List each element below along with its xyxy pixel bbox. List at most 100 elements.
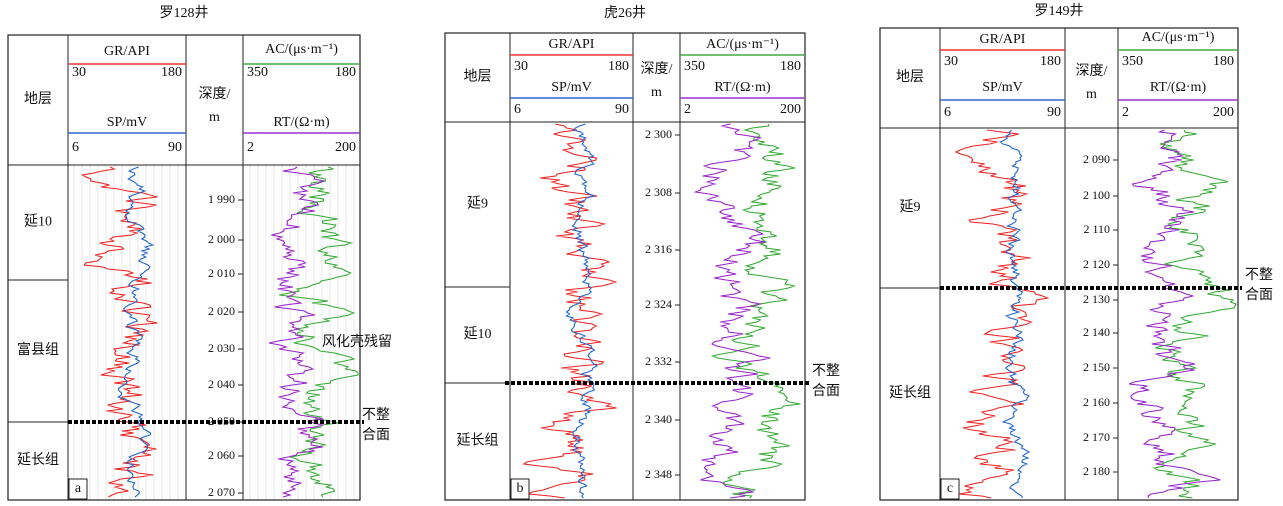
unconformity-label: 不整 (812, 363, 840, 379)
depth-header: 深度/ (199, 86, 231, 102)
log-curve (693, 123, 771, 499)
curve-label: RT/(Ω·m) (273, 115, 330, 130)
depth-tick-label: 2 040 (208, 377, 235, 391)
tag-box (510, 478, 530, 500)
log-curve (268, 166, 326, 498)
scale-max: 180 (608, 59, 629, 74)
scale-min: 2 (1122, 105, 1129, 120)
layer-name: 延长组 (457, 433, 499, 449)
log-curve (710, 123, 801, 499)
depth-tick-label: 2 130 (1083, 292, 1110, 306)
scale-max: 180 (161, 65, 182, 80)
depth-header: m (1086, 87, 1097, 102)
scale-min: 6 (514, 102, 521, 117)
scale-min: 6 (72, 140, 79, 155)
depth-tick-label: 2 090 (1083, 152, 1110, 166)
log-curve (116, 166, 155, 498)
layer-name: 延10 (464, 326, 492, 342)
log-curve (999, 129, 1031, 499)
unconformity-label: 合面 (1245, 287, 1273, 303)
scale-max: 90 (615, 102, 629, 117)
curve-label: GR/API (980, 32, 1026, 47)
depth-header: m (651, 85, 662, 100)
scale-max: 90 (168, 140, 182, 155)
curve-label: AC/(μs·m⁻¹) (1142, 30, 1215, 45)
panel-title: 虎26井 (604, 5, 646, 21)
layer-name: 延长组 (17, 452, 59, 468)
depth-header: 深度/ (1076, 63, 1108, 79)
depth-tick-label: 2 000 (208, 232, 235, 246)
panel-frame (7, 34, 361, 501)
depth-tick-label: 2 340 (645, 412, 672, 426)
layer-name: 富县组 (17, 341, 59, 358)
depth-tick-label: 2 332 (645, 354, 672, 368)
panel-tag: c (947, 481, 953, 496)
depth-tick-label: 2 324 (645, 297, 672, 311)
scale-min: 350 (247, 65, 268, 80)
log-curve (954, 129, 1050, 499)
scale-max: 90 (1047, 105, 1061, 120)
depth-tick-label: 2 150 (1083, 360, 1110, 374)
scale-min: 2 (684, 102, 691, 117)
unconformity-label: 合面 (812, 383, 840, 399)
depth-tick-label: 2 070 (208, 485, 235, 499)
annotation: 风化壳残留 (322, 333, 392, 350)
depth-tick-label: 2 180 (1083, 464, 1110, 478)
scale-max: 180 (1213, 54, 1234, 69)
curve-label: SP/mV (107, 115, 147, 130)
depth-tick-label: 2 348 (645, 467, 672, 481)
scale-min: 2 (247, 140, 254, 155)
panel-title: 罗149井 (1035, 3, 1084, 19)
layer-name: 延9 (467, 196, 488, 212)
curve-label: GR/API (549, 37, 595, 52)
curve-label: AC/(μs·m⁻¹) (265, 42, 338, 57)
scale-max: 180 (780, 59, 801, 74)
stratum-header: 地层 (24, 91, 52, 107)
scale-min: 30 (944, 54, 958, 69)
panel-frame (444, 32, 806, 501)
depth-tick-label: 2 308 (645, 185, 672, 199)
depth-header: 深度/ (641, 61, 673, 77)
scale-max: 200 (780, 102, 801, 117)
depth-tick-label: 2 020 (208, 304, 235, 318)
scale-max: 180 (1040, 54, 1061, 69)
depth-tick-label: 2 110 (1083, 222, 1110, 236)
depth-tick-label: 2 316 (645, 242, 672, 256)
layer-name: 延9 (900, 199, 921, 215)
depth-tick-label: 2 100 (1083, 188, 1110, 202)
curve-label: SP/mV (551, 80, 591, 95)
depth-header: m (209, 110, 220, 125)
scale-min: 30 (514, 59, 528, 74)
curve-label: SP/mV (982, 80, 1022, 95)
log-curve (80, 166, 158, 498)
unconformity-label: 合面 (362, 427, 390, 443)
scale-max: 180 (335, 65, 356, 80)
log-curve (1128, 129, 1221, 499)
layer-name: 延10 (24, 214, 52, 230)
log-curve (1153, 129, 1237, 499)
depth-tick-label: 2 060 (208, 448, 235, 462)
scale-min: 6 (944, 105, 951, 120)
scale-min: 30 (72, 65, 86, 80)
depth-tick-label: 2 140 (1083, 325, 1110, 339)
stratum-header: 地层 (896, 69, 924, 85)
tag-box (68, 478, 88, 500)
curve-label: RT/(Ω·m) (714, 80, 771, 95)
scale-min: 350 (684, 59, 705, 74)
scale-max: 200 (1213, 105, 1234, 120)
depth-tick-label: 2 170 (1083, 430, 1110, 444)
log-curve (522, 123, 618, 499)
panel-title: 罗128井 (160, 5, 209, 21)
unconformity-label: 不整 (362, 407, 390, 423)
curve-label: GR/API (104, 44, 150, 59)
log-curve (565, 123, 599, 499)
depth-tick-label: 2 030 (208, 341, 235, 355)
layer-name: 延长组 (889, 385, 931, 401)
stratum-header: 地层 (464, 69, 492, 85)
curve-label: AC/(μs·m⁻¹) (706, 37, 779, 52)
scale-max: 200 (335, 140, 356, 155)
depth-tick-label: 2 300 (645, 127, 672, 141)
tag-box (940, 478, 960, 500)
